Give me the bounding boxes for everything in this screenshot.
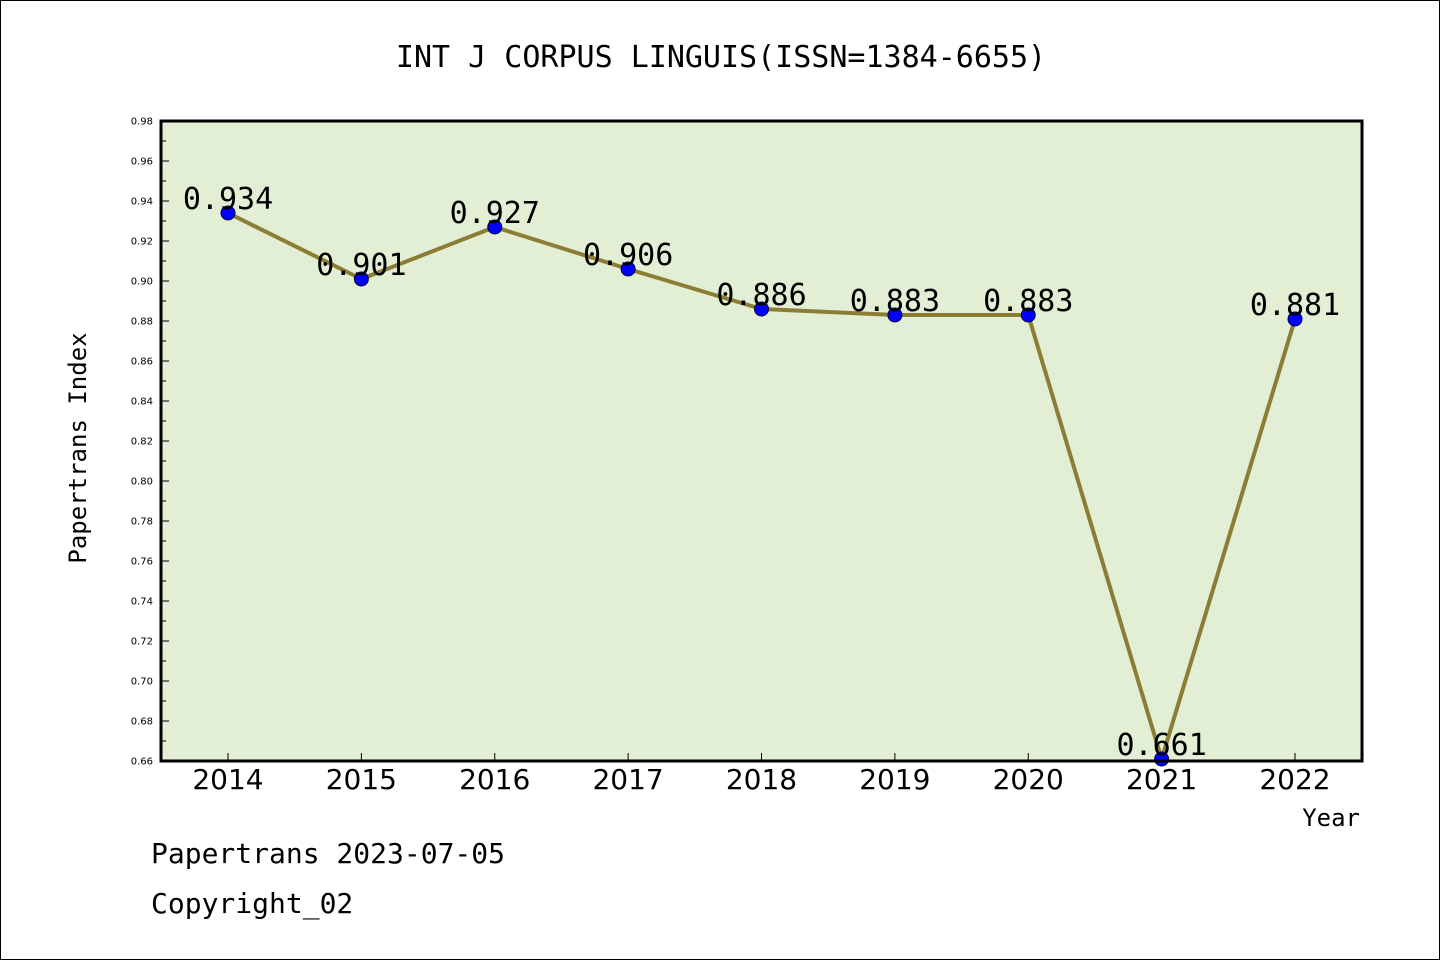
data-point: [754, 301, 769, 317]
y-tick-label: 0.92: [131, 237, 153, 248]
x-tick-label: 2015: [326, 763, 397, 796]
y-tick-label: 0.74: [131, 597, 153, 608]
data-point: [220, 205, 236, 221]
data-markers: [220, 205, 1303, 767]
data-point: [620, 261, 636, 277]
data-label: 0.886: [716, 278, 806, 313]
y-tick-label: 0.68: [131, 717, 153, 728]
y-tick-label: 0.76: [131, 557, 153, 568]
x-tick-label: 2019: [859, 763, 930, 796]
y-tick-label: 0.80: [131, 477, 153, 488]
chart-title: INT J CORPUS LINGUIS(ISSN=1384-6655): [396, 40, 1046, 75]
data-labels: 0.934 0.901 0.927 0.906 0.886 0.883 0.883 0.661…: [183, 182, 1340, 763]
plot-area: [161, 121, 1362, 761]
data-label: 0.934: [183, 182, 273, 217]
x-tick-label: 2017: [592, 763, 663, 796]
data-label: 0.901: [316, 248, 406, 283]
data-label: 0.927: [450, 196, 540, 231]
x-axis-label: Year: [1302, 804, 1360, 832]
x-tick-label: 2014: [192, 763, 263, 796]
data-point: [487, 219, 503, 235]
x-tick-label: 2020: [993, 763, 1064, 796]
y-tick-label: 0.86: [131, 357, 153, 368]
y-tick-label: 0.96: [131, 157, 153, 168]
data-point: [1287, 311, 1303, 327]
y-tick-labels: 0.66 0.68 0.70 0.72 0.74 0.76 0.78 0.80 0.82 0.84…: [131, 117, 153, 768]
data-label: 0.661: [1116, 728, 1206, 763]
y-tick-label: 0.66: [131, 757, 153, 768]
data-point: [1020, 307, 1036, 323]
y-tick-label: 0.82: [131, 437, 153, 448]
y-tick-label: 0.70: [131, 677, 153, 688]
plot-border: [159, 119, 1364, 763]
y-tick-label: 0.84: [131, 397, 153, 408]
y-axis-label: Papertrans Index: [64, 332, 92, 563]
y-tick-label: 0.94: [131, 197, 153, 208]
y-tick-label: 0.72: [131, 637, 153, 648]
data-label: 0.881: [1250, 288, 1340, 323]
data-label: 0.883: [983, 284, 1073, 319]
y-tick-label: 0.90: [131, 277, 153, 288]
footer-copyright: Copyright_02: [151, 887, 354, 920]
y-tick-label: 0.88: [131, 317, 153, 328]
data-label: 0.906: [583, 238, 673, 273]
x-tick-labels: 2014 2015 2016 2017 2018 2019 2020 2021 2022: [192, 763, 1330, 796]
y-tick-label: 0.78: [131, 517, 153, 528]
x-tick-label: 2018: [726, 763, 797, 796]
data-point: [353, 271, 369, 287]
data-point: [887, 307, 903, 323]
x-tick-label: 2016: [459, 763, 530, 796]
data-label: 0.883: [850, 284, 940, 319]
footer-date: Papertrans 2023-07-05: [151, 837, 506, 870]
x-tick-label: 2022: [1259, 763, 1330, 796]
x-tick-label: 2021: [1126, 763, 1197, 796]
y-tick-label: 0.98: [131, 117, 153, 128]
